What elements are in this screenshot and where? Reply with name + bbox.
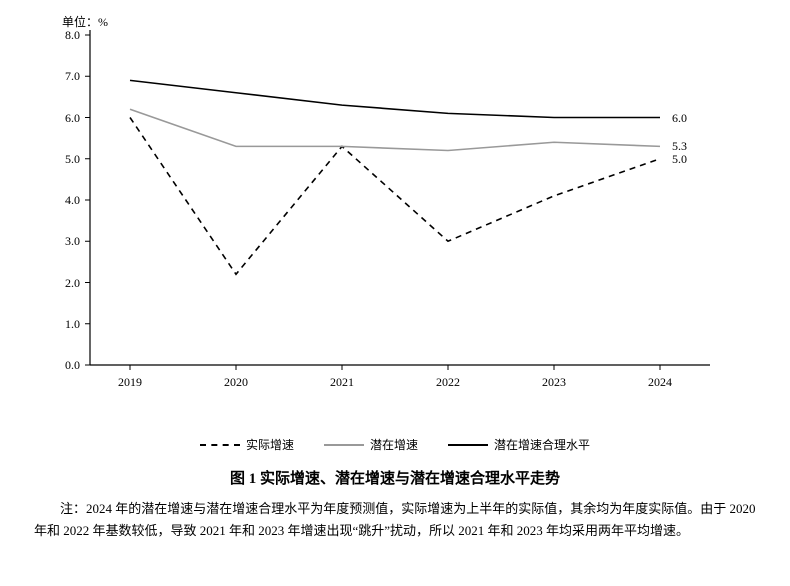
y-tick-label: 4.0: [50, 193, 80, 208]
figure-note: 注：2024 年的潜在增速与潜在增速合理水平为年度预测值，实际增速为上半年的实际…: [20, 498, 770, 542]
legend-item: 实际增速: [200, 436, 294, 453]
growth-chart: 单位：%0.01.02.03.04.05.06.07.08.0201920202…: [20, 10, 770, 430]
y-tick-label: 2.0: [50, 276, 80, 291]
x-tick-label: 2019: [118, 375, 142, 390]
legend-label: 潜在增速合理水平: [494, 436, 590, 453]
x-tick-label: 2024: [648, 375, 672, 390]
series-end-label: 5.3: [672, 139, 687, 154]
y-tick-label: 1.0: [50, 317, 80, 332]
chart-legend: 实际增速 潜在增速 潜在增速合理水平: [20, 436, 770, 453]
legend-swatch: [200, 444, 240, 446]
series-line-0: [130, 118, 660, 275]
caption-prefix: 图 1: [230, 471, 256, 487]
legend-swatch: [448, 444, 488, 446]
series-line-2: [130, 80, 660, 117]
legend-item: 潜在增速合理水平: [448, 436, 590, 453]
x-tick-label: 2023: [542, 375, 566, 390]
y-tick-label: 3.0: [50, 234, 80, 249]
series-end-label: 6.0: [672, 111, 687, 126]
legend-label: 潜在增速: [370, 436, 418, 453]
caption-text: 实际增速、潜在增速与潜在增速合理水平走势: [260, 471, 560, 487]
legend-swatch: [324, 444, 364, 446]
series-line-1: [130, 109, 660, 150]
chart-canvas: [20, 10, 770, 430]
y-tick-label: 5.0: [50, 152, 80, 167]
y-tick-label: 8.0: [50, 28, 80, 43]
y-tick-label: 6.0: [50, 111, 80, 126]
legend-label: 实际增速: [246, 436, 294, 453]
y-tick-label: 7.0: [50, 69, 80, 84]
x-tick-label: 2022: [436, 375, 460, 390]
x-tick-label: 2021: [330, 375, 354, 390]
x-tick-label: 2020: [224, 375, 248, 390]
legend-item: 潜在增速: [324, 436, 418, 453]
y-tick-label: 0.0: [50, 358, 80, 373]
figure-caption: 图 1 实际增速、潜在增速与潜在增速合理水平走势: [20, 467, 770, 488]
